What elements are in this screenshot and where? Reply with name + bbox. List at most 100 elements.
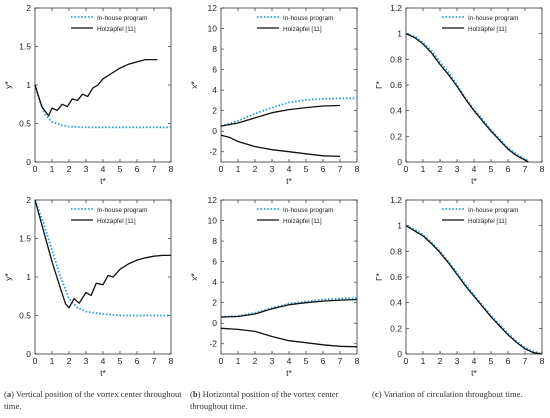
- x-axis-label: t*: [100, 176, 106, 186]
- legend-label: Holzäpfel [11]: [97, 26, 136, 33]
- y-tick-label: 10: [208, 216, 218, 226]
- y-tick-label: 2: [212, 106, 217, 116]
- x-tick-label: 4: [101, 164, 106, 174]
- x-tick-label: 1: [236, 356, 241, 366]
- figure: 0 1 2 3 4 5 6 7 800.511.52t*y*In-house programHo…: [3, 3, 545, 378]
- x-tick-label: 5: [489, 356, 494, 366]
- legend-label: In-house program: [283, 15, 333, 22]
- x-tick-label: 7: [523, 164, 528, 174]
- series-line-holzapfel-2: [220, 134, 341, 158]
- x-tick-label: 0: [219, 356, 224, 366]
- chart-panel-6: 0 1 2 3 4 5 6 7 8 0 0.2 0.4 0.6 0.8 1 1.2 t* Γ* In-house p…: [374, 195, 545, 378]
- x-tick-label: 3: [455, 164, 460, 174]
- x-axis-label: t*: [286, 368, 292, 378]
- y-axis-label: y*: [3, 273, 13, 281]
- caption-a-letter: a: [6, 389, 12, 399]
- series-line-holzapfel-1: [405, 225, 543, 355]
- y-tick-label: 0: [397, 349, 402, 359]
- series-line-holzapfel-1: [34, 58, 158, 117]
- x-tick-label: 1: [50, 356, 55, 366]
- x-tick-label: 0: [404, 164, 409, 174]
- legend-label: Holzäpfel [11]: [283, 26, 322, 33]
- x-tick-label: 0: [404, 356, 409, 366]
- y-tick-label: 8: [212, 44, 217, 54]
- series-line-in-house-0: [405, 32, 529, 162]
- y-tick-label: 10: [208, 24, 218, 34]
- x-tick-label: 6: [135, 356, 140, 366]
- y-axis-label: Γ*: [374, 272, 384, 281]
- y-tick-label: 12: [208, 195, 218, 205]
- y-tick-label: 0.4: [390, 298, 402, 308]
- x-tick-label: 4: [287, 164, 292, 174]
- x-tick-label: 2: [67, 164, 72, 174]
- y-tick-label: 4: [212, 85, 217, 95]
- x-tick-label: 8: [540, 164, 545, 174]
- y-tick-label: 0.5: [19, 311, 31, 321]
- y-tick-label: 0.2: [390, 323, 402, 333]
- x-tick-label: 6: [506, 164, 511, 174]
- x-tick-label: 0: [219, 164, 224, 174]
- caption-a: (a) Vertical position of the vortex cent…: [4, 389, 182, 411]
- y-tick-label: 0.4: [390, 106, 402, 116]
- caption-c-letter: c: [374, 389, 379, 399]
- x-tick-label: 5: [118, 356, 123, 366]
- y-tick-label: 6: [212, 65, 217, 75]
- y-tick-label: -2: [209, 147, 217, 157]
- series-line-holzapfel-1: [220, 298, 358, 318]
- x-tick-label: 1: [50, 164, 55, 174]
- x-tick-label: 2: [67, 356, 72, 366]
- legend-label: In-house program: [97, 15, 147, 22]
- y-axis-label: x*: [189, 81, 199, 89]
- x-axis-label: t*: [471, 368, 477, 378]
- y-tick-label: 0.5: [19, 119, 31, 129]
- y-tick-label: 1: [397, 221, 402, 231]
- legend-label: In-house program: [97, 207, 147, 214]
- y-tick-label: 0.8: [390, 246, 402, 256]
- x-tick-label: 2: [253, 356, 258, 366]
- x-tick-label: 2: [438, 164, 443, 174]
- y-tick-label: 0.6: [390, 272, 402, 282]
- y-axis-label: x*: [189, 273, 199, 281]
- y-tick-label: 2: [212, 298, 217, 308]
- series-line-holzapfel-1: [34, 199, 171, 309]
- y-tick-label: 2: [26, 3, 31, 13]
- x-tick-label: 0: [33, 356, 38, 366]
- x-tick-label: 8: [355, 164, 360, 174]
- caption-a-text: Vertical position of the vortex center t…: [4, 389, 182, 411]
- x-tick-label: 1: [421, 164, 426, 174]
- x-tick-label: 1: [236, 164, 241, 174]
- chart-panel-3: 0 1 2 3 4 5 6 7 8 0 0.2 0.4 0.6 0.8 1 1.2 t* Γ* In-house p…: [374, 3, 545, 186]
- x-tick-label: 0: [33, 164, 38, 174]
- x-tick-label: 5: [304, 356, 309, 366]
- legend-label: In-house program: [468, 207, 518, 214]
- x-axis-label: t*: [471, 176, 477, 186]
- series-line-in-house-0: [220, 97, 357, 127]
- y-tick-label: 1.5: [19, 234, 31, 244]
- x-tick-label: 7: [338, 356, 343, 366]
- y-axis-label: y*: [3, 81, 13, 89]
- caption-c: (c) Variation of circulation throughout …: [372, 389, 523, 399]
- x-tick-label: 3: [84, 356, 89, 366]
- legend-label: Holzäpfel [11]: [97, 218, 136, 225]
- series-line-holzapfel-1: [220, 104, 341, 127]
- x-tick-label: 3: [270, 356, 275, 366]
- y-tick-label: 1: [26, 80, 31, 90]
- y-tick-label: 1.2: [390, 195, 402, 205]
- y-tick-label: 1.2: [390, 3, 402, 13]
- caption-b: (b) Horizontal position of the vortex ce…: [190, 389, 339, 411]
- y-tick-label: 12: [208, 3, 218, 13]
- x-tick-label: 7: [152, 164, 157, 174]
- series-line-in-house-0: [405, 224, 543, 355]
- x-tick-label: 5: [118, 164, 123, 174]
- y-tick-label: 0: [26, 157, 31, 167]
- series-line-in-house-0: [34, 84, 171, 129]
- x-tick-label: 5: [304, 164, 309, 174]
- x-tick-label: 4: [472, 164, 477, 174]
- y-tick-label: 1: [26, 272, 31, 282]
- x-tick-label: 7: [152, 356, 157, 366]
- x-tick-label: 5: [489, 164, 494, 174]
- x-tick-label: 6: [321, 356, 326, 366]
- x-tick-label: 4: [472, 356, 477, 366]
- legend-label: In-house program: [468, 15, 518, 22]
